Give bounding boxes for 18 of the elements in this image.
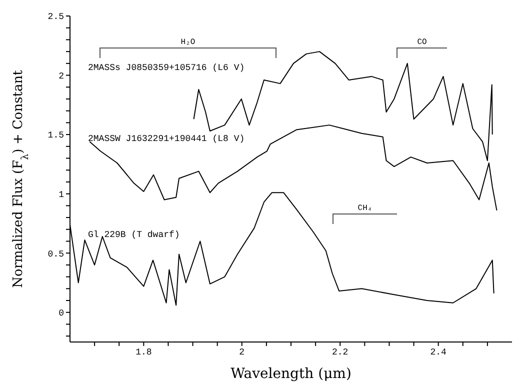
text: 2MASSs J0850359+105716 (L6 V) <box>88 63 245 73</box>
y-tick-label: 0.5 <box>48 249 64 260</box>
x-axis-title: Wavelength (μm) <box>230 366 352 382</box>
line-series <box>89 124 498 211</box>
y-tick-label: 1 <box>58 190 64 200</box>
x-tick-label: 2.2 <box>332 347 348 358</box>
series-label: 2MASSW J1632291+190441 (L8 V) <box>88 134 245 144</box>
series-label: Gl 229B (T dwarf) <box>88 230 180 240</box>
y-tick-label: 0 <box>58 308 64 319</box>
y-tick-label: 2 <box>58 71 64 82</box>
annotation: CH₄ <box>358 204 372 213</box>
x-tick-label: 2.4 <box>430 347 446 358</box>
x-tick-label: 2 <box>239 347 245 358</box>
annotation: H₂O <box>180 38 196 47</box>
x-tick-label: 1.8 <box>136 347 152 358</box>
y-tick-label: 2.5 <box>48 12 64 22</box>
annotation: CO <box>417 38 427 47</box>
y-tick-label: 1.5 <box>48 130 64 141</box>
